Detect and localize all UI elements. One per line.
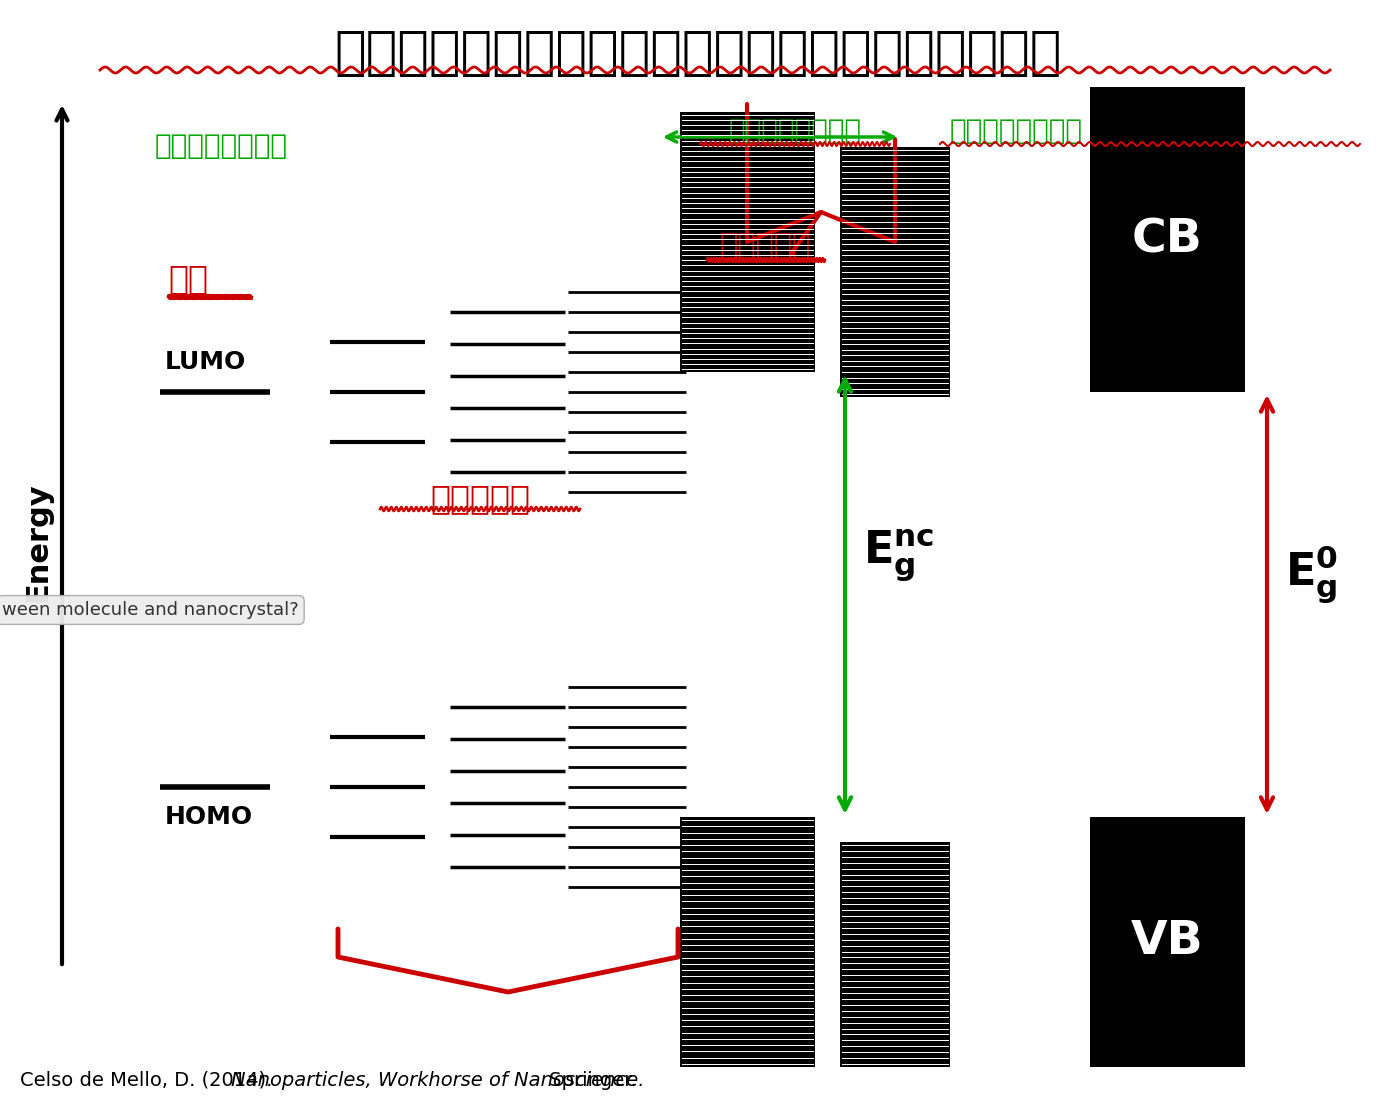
Bar	[840, 147, 951, 397]
Bar	[1090, 817, 1245, 1068]
Text: バルク材料の領域: バルク材料の領域	[951, 117, 1083, 145]
Bar	[680, 817, 815, 1068]
Text: 分子としての性質: 分子としての性質	[155, 132, 288, 160]
Bar	[840, 842, 951, 1068]
Bar	[1090, 87, 1245, 393]
Text: Springer.: Springer.	[543, 1071, 637, 1090]
Text: Celso de Mello, D. (2014).: Celso de Mello, D. (2014).	[20, 1071, 279, 1090]
Text: VB: VB	[1131, 920, 1203, 964]
Text: 量子ドット: 量子ドット	[719, 232, 811, 261]
Text: CB: CB	[1132, 217, 1203, 262]
Text: 量子ドットの領域: 量子ドットの領域	[729, 117, 861, 145]
Text: Energy: Energy	[24, 483, 53, 602]
Text: 分子: 分子	[168, 262, 208, 295]
Text: 分子集合体: 分子集合体	[430, 481, 530, 515]
Text: バルク材料と分子材料を結ぶ量子ドットの電子状態: バルク材料と分子材料を結ぶ量子ドットの電子状態	[334, 27, 1062, 79]
Text: $\mathbf{E_g^{nc}}$: $\mathbf{E_g^{nc}}$	[863, 526, 934, 583]
Text: HOMO: HOMO	[165, 805, 253, 830]
Text: ween molecule and nanocrystal?: ween molecule and nanocrystal?	[1, 600, 299, 619]
Text: $\mathbf{E_g^0}$: $\mathbf{E_g^0}$	[1284, 544, 1339, 606]
Text: Nanoparticles, Workhorse of Nanoscience.: Nanoparticles, Workhorse of Nanoscience.	[230, 1071, 644, 1090]
Text: LUMO: LUMO	[165, 350, 246, 374]
Bar	[680, 112, 815, 373]
